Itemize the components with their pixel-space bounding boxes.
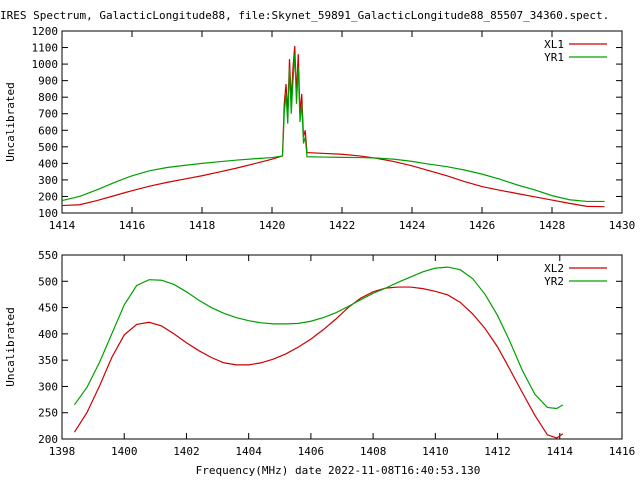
y-axis-label: Uncalibrated <box>4 307 17 386</box>
chart-1: 1414 1416 1418 1420 1422 1424 1426 1428 1430 100 2… <box>4 25 635 232</box>
x-tick-label: 1400 <box>111 445 138 458</box>
x-tick-label: 1412 <box>484 445 511 458</box>
x-tick-label: 1428 <box>539 219 566 232</box>
x-tick-label: 1424 <box>399 219 426 232</box>
y-axis-label: Uncalibrated <box>4 82 17 161</box>
x-tick-label: 1398 <box>49 445 76 458</box>
y-tick-label: 350 <box>38 354 58 367</box>
x-tick-label: 1418 <box>189 219 216 232</box>
y-tick-label: 100 <box>38 207 58 220</box>
x-tick-label: 1430 <box>609 219 636 232</box>
series-line-yr2 <box>73 266 564 410</box>
x-tick-label: 1408 <box>360 445 387 458</box>
y-tick-label: 300 <box>38 174 58 187</box>
x-tick-label: 1416 <box>609 445 636 458</box>
series-line-xl2 <box>73 286 564 439</box>
y-tick-label: 600 <box>38 124 58 137</box>
plot-frame <box>61 254 623 440</box>
x-tick-label: 1414 <box>547 445 574 458</box>
legend-label-xl1: XL1 <box>544 38 564 51</box>
y-tick-label: 1100 <box>32 42 59 55</box>
y-tick-label: 1000 <box>32 58 59 71</box>
series-line-xl1 <box>61 45 605 208</box>
x-tick-label: 1414 <box>49 219 76 232</box>
page-title: IRES Spectrum, GalacticLongitude88, file… <box>0 9 609 22</box>
x-tick-label: 1422 <box>329 219 356 232</box>
y-tick-label: 900 <box>38 75 58 88</box>
x-tick-label: 1416 <box>119 219 146 232</box>
y-tick-label: 500 <box>38 275 58 288</box>
y-tick-label: 800 <box>38 91 58 104</box>
y-tick-label: 700 <box>38 108 58 121</box>
x-tick-label: 1404 <box>235 445 262 458</box>
plots-container: 1414 1416 1418 1420 1422 1424 1426 1428 1430 100 2… <box>4 25 635 458</box>
y-tick-label: 400 <box>38 328 58 341</box>
y-tick-label: 200 <box>38 433 58 446</box>
y-tick-label: 1200 <box>32 25 59 38</box>
y-tick-label: 500 <box>38 141 58 154</box>
y-tick-label: 200 <box>38 190 58 203</box>
chart-2: 1398 1400 1402 1404 1406 1408 1410 1412 1414 1416… <box>4 249 635 458</box>
x-tick-label: 1410 <box>422 445 449 458</box>
y-tick-label: 400 <box>38 157 58 170</box>
legend-label-yr1: YR1 <box>544 51 564 64</box>
y-tick-label: 250 <box>38 407 58 420</box>
x-tick-label: 1402 <box>173 445 200 458</box>
series-line-yr1 <box>61 54 605 203</box>
y-tick-label: 450 <box>38 302 58 315</box>
y-tick-label: 300 <box>38 380 58 393</box>
legend-label-xl2: XL2 <box>544 262 564 275</box>
x-tick-label: 1406 <box>298 445 325 458</box>
x-tick-label: 1420 <box>259 219 286 232</box>
x-axis-label: Frequency(MHz) date 2022-11-08T16:40:53.… <box>196 464 481 477</box>
x-tick-label: 1426 <box>469 219 496 232</box>
y-tick-label: 550 <box>38 249 58 262</box>
plot-frame <box>61 30 623 214</box>
legend-label-yr2: YR2 <box>544 275 564 288</box>
